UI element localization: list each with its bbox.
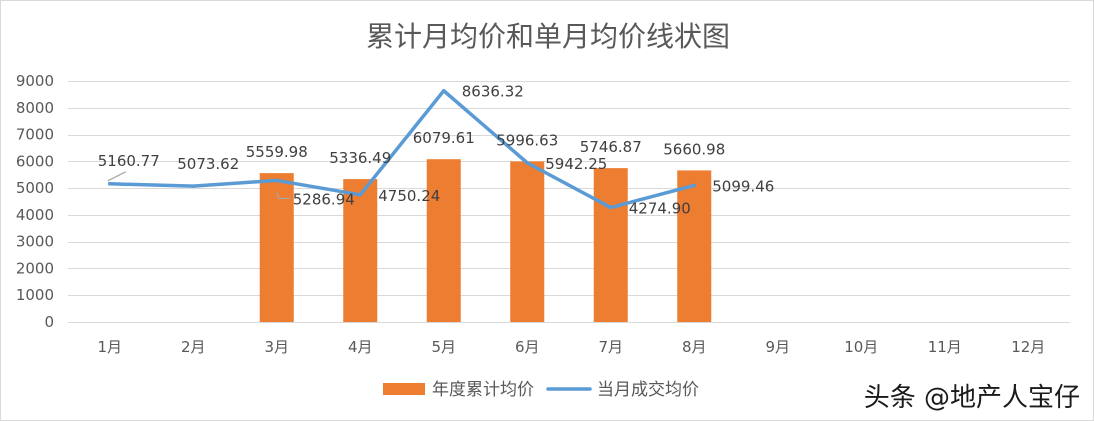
bar-data-label: 5660.98 <box>663 140 725 158</box>
bar-series <box>259 159 712 322</box>
legend-label-bar-series: 年度累计均价 <box>432 380 534 400</box>
x-tick-label: 7月 <box>598 338 623 356</box>
line-point <box>275 178 279 183</box>
y-tick-label: 9000 <box>16 72 54 90</box>
y-tick-label: 3000 <box>16 233 54 251</box>
legend-item-bar-series: 年度累计均价 <box>383 380 534 400</box>
data-labels: 5559.98 5336.49 6079.61 5996.63 5746.87 5660.… <box>98 83 775 218</box>
y-tick-label: 8000 <box>16 99 54 117</box>
x-tick-label: 3月 <box>264 338 289 356</box>
x-tick-label: 9月 <box>765 338 790 356</box>
bar <box>259 173 294 322</box>
y-tick-label: 6000 <box>16 152 54 170</box>
legend-label-line-series: 当月成交均价 <box>597 380 699 400</box>
x-axis-tick-labels: 1月 2月 3月 4月 5月 6月 7月 8月 9月 10月 11月 12月 <box>97 338 1045 356</box>
line-data-label: 5073.62 <box>177 155 239 173</box>
bar-data-label: 5746.87 <box>580 138 642 156</box>
bar <box>593 168 628 322</box>
line-point <box>358 193 362 197</box>
y-tick-label: 7000 <box>16 126 54 144</box>
y-tick-label: 5000 <box>16 179 54 197</box>
x-tick-label: 10月 <box>844 338 878 356</box>
y-axis-tick-labels: 0 1000 2000 3000 4000 5000 6000 7000 8000 9000 <box>16 72 54 331</box>
x-tick-label: 11月 <box>928 338 962 356</box>
data-label-leader-line <box>107 171 127 182</box>
y-tick-label: 2000 <box>16 259 54 277</box>
x-tick-label: 8月 <box>682 338 707 356</box>
series-line <box>108 88 696 210</box>
x-tick-label: 12月 <box>1011 338 1045 356</box>
line-point <box>191 184 195 188</box>
bar-data-label: 5559.98 <box>246 143 308 161</box>
bar-data-label: 5336.49 <box>329 149 391 167</box>
bar <box>677 170 712 322</box>
bar-data-label: 6079.61 <box>413 129 475 147</box>
line-data-label: 4750.24 <box>378 187 440 205</box>
data-label-leader-line <box>276 192 291 200</box>
legend: 年度累计均价 当月成交均价 <box>383 380 699 400</box>
y-tick-label: 1000 <box>16 286 54 304</box>
x-tick-label: 4月 <box>348 338 373 356</box>
bar <box>426 159 461 322</box>
legend-item-line-series: 当月成交均价 <box>546 380 699 400</box>
x-tick-label: 2月 <box>181 338 206 356</box>
line-point <box>108 182 112 186</box>
y-tick-label: 0 <box>44 313 54 331</box>
gridlines <box>68 81 1070 323</box>
x-tick-label: 5月 <box>431 338 456 356</box>
bar-data-label: 5996.63 <box>496 131 558 149</box>
watermark-text: 头条 @地产人宝仔 <box>864 383 1080 413</box>
line-data-label: 8636.32 <box>462 83 524 101</box>
legend-swatch-bar <box>383 383 425 395</box>
line-point <box>525 161 529 165</box>
line-point <box>692 183 696 188</box>
line-series <box>108 88 696 210</box>
line-point <box>609 205 613 210</box>
bar <box>510 161 545 322</box>
line-point <box>442 88 446 93</box>
bar <box>343 179 378 322</box>
y-tick-label: 4000 <box>16 206 54 224</box>
line-data-label: 5286.94 <box>293 190 355 208</box>
x-tick-label: 6月 <box>515 338 540 356</box>
line-data-label: 4274.90 <box>629 200 691 218</box>
chart-title: 累计月均价和单月均价线状图 <box>366 20 730 53</box>
line-data-label: 5099.46 <box>712 177 774 195</box>
line-data-label: 5942.25 <box>545 155 607 173</box>
x-tick-label: 1月 <box>97 338 122 356</box>
line-data-label: 5160.77 <box>98 152 160 170</box>
